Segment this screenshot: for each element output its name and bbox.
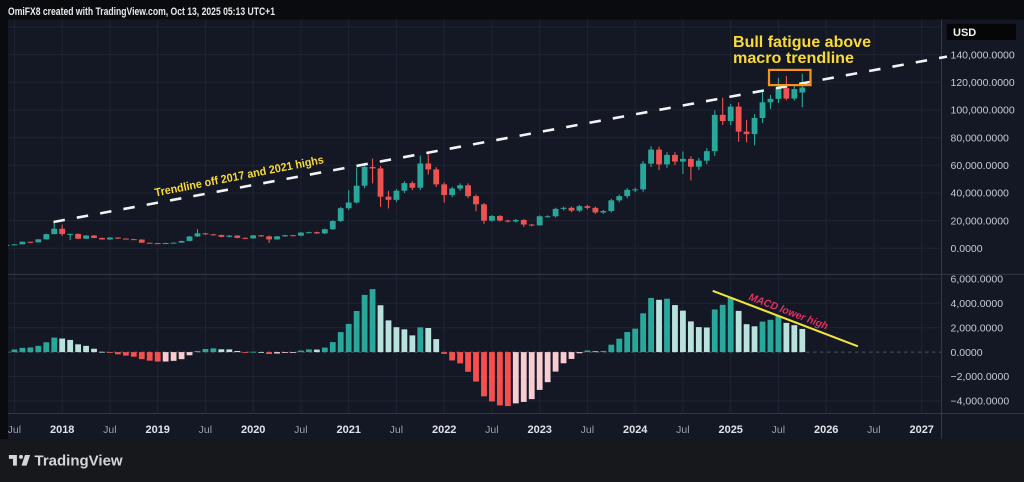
svg-text:macro trendline: macro trendline	[733, 50, 854, 67]
svg-text:80,000.0000: 80,000.0000	[951, 132, 1010, 144]
svg-text:100,000.0000: 100,000.0000	[951, 105, 1015, 117]
svg-text:2019: 2019	[145, 424, 169, 436]
svg-text:Jul: Jul	[8, 424, 21, 436]
svg-text:2022: 2022	[432, 424, 456, 436]
svg-text:2026: 2026	[814, 424, 838, 436]
svg-text:TradingView: TradingView	[35, 452, 123, 469]
svg-text:Jul: Jul	[294, 424, 307, 436]
svg-text:2025: 2025	[718, 424, 742, 436]
svg-text:140,000.0000: 140,000.0000	[951, 49, 1015, 61]
svg-text:Jul: Jul	[772, 424, 785, 436]
svg-text:2027: 2027	[909, 424, 933, 436]
svg-text:60,000.0000: 60,000.0000	[951, 160, 1010, 172]
svg-text:Jul: Jul	[676, 424, 689, 436]
svg-text:2,000.0000: 2,000.0000	[951, 322, 1004, 334]
svg-text:Jul: Jul	[199, 424, 212, 436]
svg-text:−2,000.0000: −2,000.0000	[951, 371, 1010, 383]
svg-text:120,000.0000: 120,000.0000	[951, 77, 1015, 89]
svg-text:2021: 2021	[336, 424, 360, 436]
svg-text:2020: 2020	[241, 424, 265, 436]
svg-text:0.0000: 0.0000	[951, 243, 983, 255]
svg-text:USD: USD	[953, 27, 976, 39]
svg-text:Bull fatigue above: Bull fatigue above	[733, 34, 871, 51]
svg-text:40,000.0000: 40,000.0000	[951, 188, 1010, 200]
svg-text:Jul: Jul	[581, 424, 594, 436]
svg-text:Jul: Jul	[103, 424, 116, 436]
svg-text:2024: 2024	[623, 424, 648, 436]
svg-text:20,000.0000: 20,000.0000	[951, 215, 1010, 227]
svg-text:OmiFX8 created with TradingVie: OmiFX8 created with TradingView.com, Oct…	[8, 6, 275, 18]
svg-text:Jul: Jul	[485, 424, 498, 436]
svg-text:2023: 2023	[527, 424, 551, 436]
svg-text:−4,000.0000: −4,000.0000	[951, 396, 1010, 408]
svg-text:4,000.0000: 4,000.0000	[951, 298, 1004, 310]
svg-text:Jul: Jul	[390, 424, 403, 436]
svg-text:Jul: Jul	[867, 424, 880, 436]
svg-text:0.0000: 0.0000	[951, 347, 983, 359]
svg-text:6,000.0000: 6,000.0000	[951, 274, 1004, 286]
svg-text:2018: 2018	[50, 424, 74, 436]
